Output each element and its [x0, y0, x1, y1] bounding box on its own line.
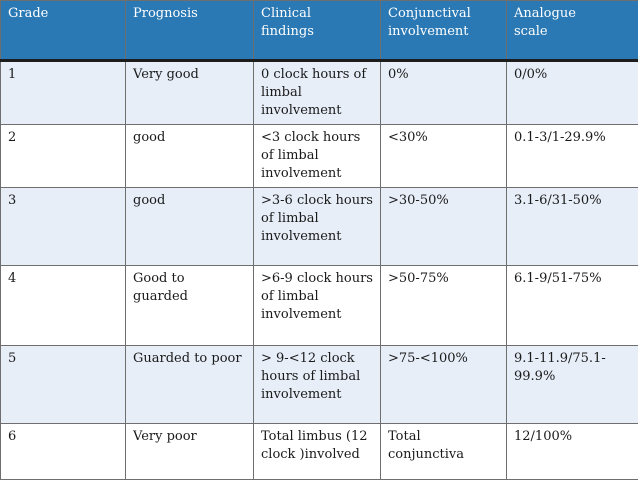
cell-prognosis: Very good	[126, 61, 254, 125]
cell-analogue-scale: 0/0%	[507, 61, 638, 125]
cell-conjunctival-involvement: <30%	[381, 125, 507, 188]
cell-analogue-scale: 3.1-6/31-50%	[507, 188, 638, 266]
cell-analogue-scale: 6.1-9/51-75%	[507, 266, 638, 346]
table-row: 1 Very good 0 clock hours of limbal invo…	[1, 61, 638, 125]
cell-grade: 1	[1, 61, 126, 125]
cell-conjunctival-involvement: >75-<100%	[381, 346, 507, 424]
table-body: 1 Very good 0 clock hours of limbal invo…	[1, 61, 638, 480]
cell-clinical-findings: > 9-<12 clock hours of limbal involvemen…	[254, 346, 381, 424]
cell-clinical-findings: >6-9 clock hours of limbal involvement	[254, 266, 381, 346]
cell-analogue-scale: 9.1-11.9/75.1- 99.9%	[507, 346, 638, 424]
header-clinical-findings: Clinical findings	[254, 1, 381, 61]
cell-prognosis: good	[126, 188, 254, 266]
cell-conjunctival-involvement: 0%	[381, 61, 507, 125]
table-row: 2 good <3 clock hours of limbal involvem…	[1, 125, 638, 188]
table-row: 6 Very poor Total limbus (12 clock )invo…	[1, 424, 638, 480]
cell-conjunctival-involvement: Total conjunctiva	[381, 424, 507, 480]
cell-grade: 6	[1, 424, 126, 480]
cell-analogue-scale: 12/100%	[507, 424, 638, 480]
cell-conjunctival-involvement: >30-50%	[381, 188, 507, 266]
cell-grade: 2	[1, 125, 126, 188]
cell-grade: 3	[1, 188, 126, 266]
cell-clinical-findings: <3 clock hours of limbal involvement	[254, 125, 381, 188]
cell-prognosis: good	[126, 125, 254, 188]
header-conjunctival-involvement: Conjunctival involvement	[381, 1, 507, 61]
header-analogue-scale: Analogue scale	[507, 1, 638, 61]
cell-prognosis: Good to guarded	[126, 266, 254, 346]
header-prognosis: Prognosis	[126, 1, 254, 61]
cell-clinical-findings: Total limbus (12 clock )involved	[254, 424, 381, 480]
cell-clinical-findings: 0 clock hours of limbal involvement	[254, 61, 381, 125]
cell-prognosis: Guarded to poor	[126, 346, 254, 424]
header-grade: Grade	[1, 1, 126, 61]
cell-prognosis: Very poor	[126, 424, 254, 480]
table-row: 3 good >3-6 clock hours of limbal involv…	[1, 188, 638, 266]
table-row: 5 Guarded to poor > 9-<12 clock hours of…	[1, 346, 638, 424]
cell-clinical-findings: >3-6 clock hours of limbal involvement	[254, 188, 381, 266]
cell-grade: 5	[1, 346, 126, 424]
table-row: 4 Good to guarded >6-9 clock hours of li…	[1, 266, 638, 346]
cell-conjunctival-involvement: >50-75%	[381, 266, 507, 346]
table-header: Grade Prognosis Clinical findings Conjun…	[1, 1, 638, 61]
header-row: Grade Prognosis Clinical findings Conjun…	[1, 1, 638, 61]
cell-grade: 4	[1, 266, 126, 346]
cell-analogue-scale: 0.1-3/1-29.9%	[507, 125, 638, 188]
